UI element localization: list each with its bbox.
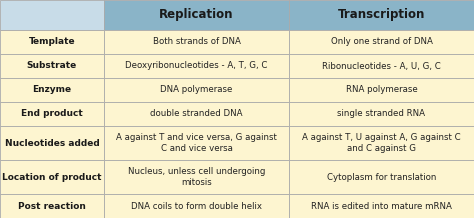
Text: Both strands of DNA: Both strands of DNA — [153, 37, 240, 46]
Bar — [289, 78, 474, 102]
Bar — [104, 78, 289, 102]
Bar — [0, 30, 104, 54]
Text: DNA coils to form double helix: DNA coils to form double helix — [131, 201, 262, 211]
Bar — [104, 194, 289, 218]
Text: Substrate: Substrate — [27, 61, 77, 70]
Bar — [0, 78, 104, 102]
Bar — [0, 194, 104, 218]
Text: RNA is edited into mature mRNA: RNA is edited into mature mRNA — [311, 201, 452, 211]
Text: single stranded RNA: single stranded RNA — [337, 109, 426, 119]
Bar — [0, 0, 104, 30]
Text: Nucleotides added: Nucleotides added — [5, 138, 100, 148]
Bar — [0, 54, 104, 78]
Bar — [104, 160, 289, 194]
Text: Location of product: Location of product — [2, 172, 102, 182]
Text: Replication: Replication — [159, 9, 234, 22]
Text: Only one strand of DNA: Only one strand of DNA — [330, 37, 432, 46]
Text: Template: Template — [29, 37, 75, 46]
Bar — [104, 102, 289, 126]
Bar — [289, 0, 474, 30]
Bar — [289, 30, 474, 54]
Bar — [104, 54, 289, 78]
Text: Ribonucleotides - A, U, G, C: Ribonucleotides - A, U, G, C — [322, 61, 441, 70]
Text: double stranded DNA: double stranded DNA — [150, 109, 243, 119]
Bar — [0, 102, 104, 126]
Bar — [104, 0, 289, 30]
Bar — [0, 160, 104, 194]
Text: End product: End product — [21, 109, 83, 119]
Text: Nucleus, unless cell undergoing
mitosis: Nucleus, unless cell undergoing mitosis — [128, 167, 265, 187]
Text: A against T, U against A, G against C
and C against G: A against T, U against A, G against C an… — [302, 133, 461, 153]
Bar — [289, 102, 474, 126]
Text: Enzyme: Enzyme — [32, 85, 72, 94]
Bar — [104, 30, 289, 54]
Text: Post reaction: Post reaction — [18, 201, 86, 211]
Text: Transcription: Transcription — [338, 9, 425, 22]
Text: Cytoplasm for translation: Cytoplasm for translation — [327, 172, 436, 182]
Text: A against T and vice versa, G against
C and vice versa: A against T and vice versa, G against C … — [116, 133, 277, 153]
Bar — [0, 126, 104, 160]
Bar — [289, 160, 474, 194]
Bar — [289, 194, 474, 218]
Bar — [289, 126, 474, 160]
Bar — [104, 126, 289, 160]
Text: DNA polymerase: DNA polymerase — [160, 85, 233, 94]
Text: RNA polymerase: RNA polymerase — [346, 85, 418, 94]
Bar — [289, 54, 474, 78]
Text: Deoxyribonucleotides - A, T, G, C: Deoxyribonucleotides - A, T, G, C — [125, 61, 268, 70]
